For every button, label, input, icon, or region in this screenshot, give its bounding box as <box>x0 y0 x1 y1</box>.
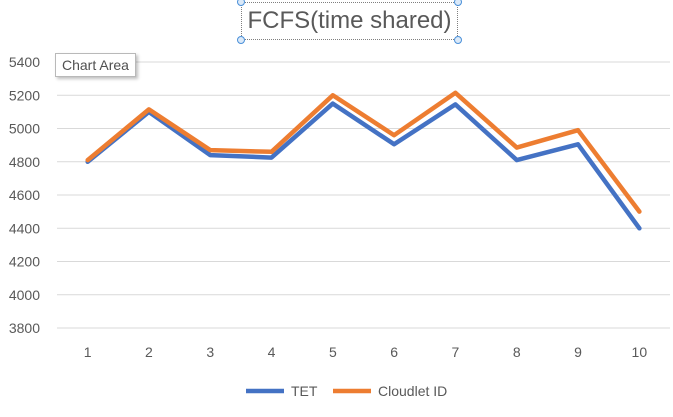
y-tick-label: 4800 <box>9 154 40 170</box>
series-lines <box>88 93 640 229</box>
chart-title: FCFS(time shared) <box>242 7 457 35</box>
y-tick-label: 4400 <box>9 220 40 236</box>
x-tick-label: 3 <box>206 344 214 360</box>
chart-area-tooltip: Chart Area <box>55 53 136 77</box>
resize-handle-bottom-right[interactable] <box>454 36 462 44</box>
y-tick-label: 3800 <box>9 320 40 336</box>
y-tick-label: 5400 <box>9 54 40 70</box>
x-tick-label: 7 <box>452 344 460 360</box>
y-tick-label: 4200 <box>9 254 40 270</box>
resize-handle-top-left[interactable] <box>237 0 245 6</box>
y-tick-label: 5000 <box>9 121 40 137</box>
y-tick-label: 4000 <box>9 287 40 303</box>
y-tick-label: 4600 <box>9 187 40 203</box>
gridlines <box>57 62 670 328</box>
x-tick-label: 6 <box>390 344 398 360</box>
x-tick-label: 4 <box>268 344 276 360</box>
resize-handle-bottom-left[interactable] <box>237 36 245 44</box>
x-tick-label: 5 <box>329 344 337 360</box>
y-tick-label: 5200 <box>9 87 40 103</box>
legend-label: Cloudlet ID <box>378 383 447 399</box>
x-tick-label: 10 <box>632 344 648 360</box>
x-axis-labels: 1 2 3 4 5 6 7 8 9 10 <box>84 344 648 360</box>
x-tick-label: 1 <box>84 344 92 360</box>
legend: TET Cloudlet ID <box>246 383 447 399</box>
y-axis-labels: 3800 4000 4200 4400 4600 4800 5000 5200 5400 <box>9 54 40 336</box>
x-tick-label: 9 <box>574 344 582 360</box>
series-line-cloudlet-id <box>88 93 640 212</box>
x-tick-label: 2 <box>145 344 153 360</box>
x-tick-label: 8 <box>513 344 521 360</box>
chart-title-box[interactable]: FCFS(time shared) <box>241 2 458 40</box>
legend-label: TET <box>291 383 318 399</box>
